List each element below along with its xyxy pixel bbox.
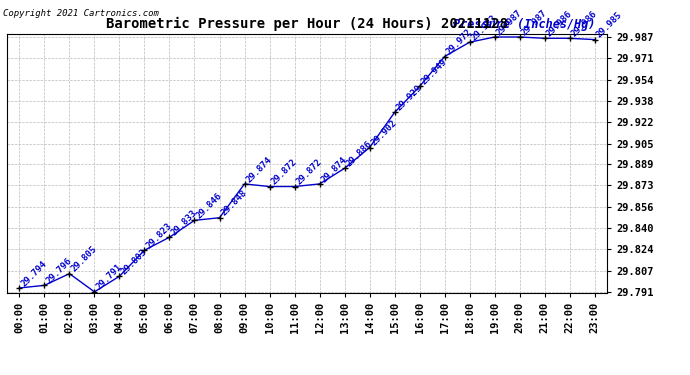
Text: 29.972: 29.972 — [444, 27, 474, 57]
Text: 29.846: 29.846 — [195, 191, 224, 220]
Text: 29.985: 29.985 — [595, 10, 624, 40]
Text: 29.848: 29.848 — [219, 189, 248, 218]
Text: 29.886: 29.886 — [344, 139, 374, 168]
Text: 29.983: 29.983 — [470, 13, 499, 42]
Text: 29.929: 29.929 — [395, 83, 424, 112]
Text: 29.987: 29.987 — [520, 8, 549, 37]
Text: 29.986: 29.986 — [570, 9, 599, 38]
Text: 29.902: 29.902 — [370, 118, 399, 147]
Text: 29.823: 29.823 — [144, 221, 174, 250]
Text: 29.833: 29.833 — [170, 208, 199, 237]
Text: 29.796: 29.796 — [44, 256, 74, 285]
Text: 29.949: 29.949 — [420, 57, 448, 86]
Text: 29.794: 29.794 — [19, 259, 48, 288]
Text: 29.874: 29.874 — [244, 155, 274, 184]
Text: 29.986: 29.986 — [544, 9, 574, 38]
Text: Pressure (Inches/Hg): Pressure (Inches/Hg) — [453, 18, 595, 31]
Title: Barometric Pressure per Hour (24 Hours) 20211128: Barometric Pressure per Hour (24 Hours) … — [106, 17, 508, 31]
Text: 29.872: 29.872 — [295, 158, 324, 186]
Text: 29.803: 29.803 — [119, 247, 148, 276]
Text: 29.874: 29.874 — [319, 155, 348, 184]
Text: 29.791: 29.791 — [95, 262, 124, 292]
Text: 29.872: 29.872 — [270, 158, 299, 186]
Text: 29.987: 29.987 — [495, 8, 524, 37]
Text: Copyright 2021 Cartronics.com: Copyright 2021 Cartronics.com — [3, 9, 159, 18]
Text: 29.805: 29.805 — [70, 244, 99, 274]
